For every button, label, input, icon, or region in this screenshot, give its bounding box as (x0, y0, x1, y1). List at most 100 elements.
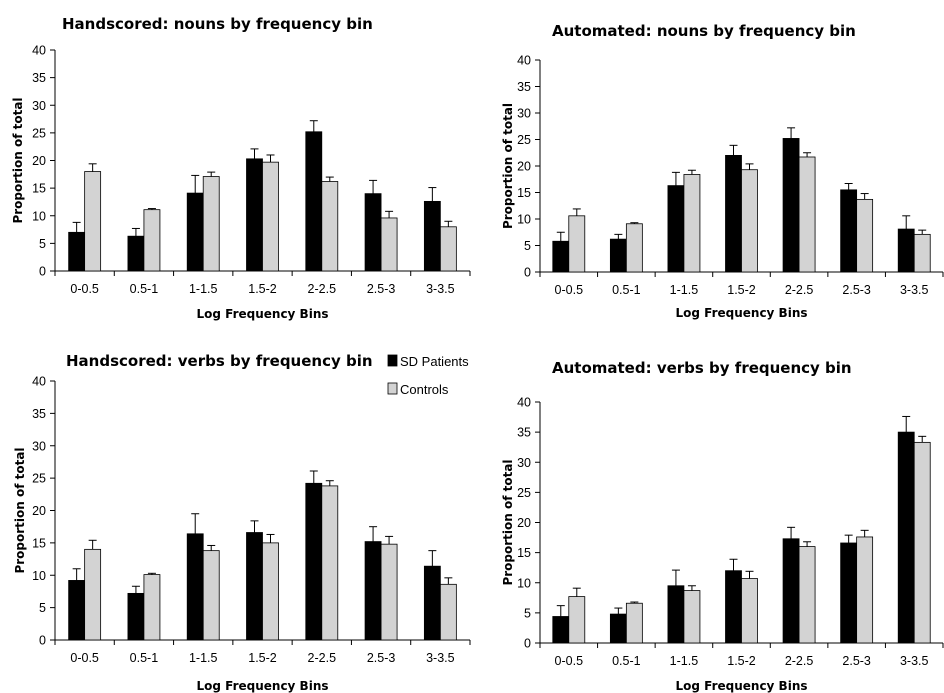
y-tick-label: 40 (517, 396, 531, 410)
bar-controls (741, 578, 758, 644)
bar-sd-patients (782, 538, 800, 644)
x-tick-label: 0-0.5 (70, 651, 99, 665)
x-axis-label: Log Frequency Bins (675, 306, 807, 320)
bar-sd-patients (552, 240, 570, 273)
bar-controls (568, 215, 586, 273)
bar-controls (143, 209, 161, 272)
bar-sd-patients (127, 235, 145, 272)
y-tick-label: 20 (32, 154, 46, 168)
y-tick-label: 15 (32, 182, 46, 196)
bar-sd-patients (725, 570, 742, 644)
y-tick-label: 30 (32, 439, 46, 453)
y-tick-label: 25 (517, 133, 531, 147)
y-axis-label: Proportion of total (501, 103, 515, 229)
bar-controls (568, 596, 586, 644)
y-tick-label: 10 (32, 569, 46, 583)
bar-sd-patients (609, 238, 627, 273)
bar-controls (84, 171, 102, 272)
legend-label-controls: Controls (400, 382, 449, 397)
y-tick-label: 0 (39, 265, 46, 279)
y-tick-label: 10 (517, 213, 531, 227)
y-tick-label: 25 (32, 126, 46, 140)
bar-controls (683, 590, 701, 644)
y-tick-label: 20 (517, 516, 531, 530)
bar-sd-patients (840, 542, 858, 644)
y-tick-label: 0 (524, 266, 531, 280)
bar-controls (84, 548, 102, 641)
bar-controls (439, 583, 457, 641)
x-tick-label: 2.5-3 (842, 283, 871, 297)
y-tick-label: 15 (517, 186, 531, 200)
x-tick-label: 2.5-3 (367, 651, 396, 665)
bar-controls (321, 485, 339, 641)
bar-sd-patients (609, 613, 627, 644)
bar-sd-patients (423, 565, 441, 641)
bar-sd-patients (725, 154, 742, 273)
bar-controls (202, 176, 220, 272)
y-tick-label: 20 (517, 160, 531, 174)
x-tick-label: 1-1.5 (189, 651, 218, 665)
bar-controls (856, 536, 874, 644)
x-tick-label: 3-3.5 (900, 283, 929, 297)
bar-controls (683, 174, 701, 273)
x-axis-label: Log Frequency Bins (196, 307, 328, 321)
bar-sd-patients (782, 138, 800, 273)
legend: SD Patients Controls (387, 354, 469, 397)
chart-title: Handscored: verbs by frequency bin (66, 352, 373, 370)
bar-sd-patients (423, 200, 441, 272)
legend-label-sd-patients: SD Patients (400, 354, 469, 369)
bar-sd-patients (840, 189, 858, 273)
x-axis-label: Log Frequency Bins (196, 679, 328, 693)
x-tick-label: 0.5-1 (130, 282, 159, 296)
chart-title: Automated: nouns by frequency bin (552, 22, 856, 40)
bar-sd-patients (897, 431, 915, 644)
y-tick-label: 25 (517, 486, 531, 500)
x-tick-label: 2-2.5 (308, 651, 337, 665)
y-tick-label: 10 (517, 576, 531, 590)
x-tick-label: 1.5-2 (727, 283, 756, 297)
y-tick-label: 0 (39, 634, 46, 648)
x-tick-label: 2-2.5 (308, 282, 337, 296)
chart-1: Handscored: nouns by frequency bin 0 5 10 15… (11, 15, 471, 321)
bar-sd-patients (305, 482, 323, 641)
x-tick-label: 0.5-1 (612, 654, 641, 668)
legend-swatch-sd-patients (387, 354, 398, 367)
legend-swatch-controls (387, 382, 398, 395)
bar-sd-patients (68, 580, 86, 641)
bar-controls (913, 441, 931, 644)
y-tick-label: 5 (524, 606, 531, 620)
y-tick-label: 40 (517, 54, 531, 68)
y-tick-label: 20 (32, 504, 46, 518)
y-tick-label: 30 (517, 107, 531, 121)
chart-3: Handscored: verbs by frequency bin 0 5 10 15… (13, 352, 471, 693)
x-tick-label: 0.5-1 (130, 651, 159, 665)
x-tick-label: 2.5-3 (367, 282, 396, 296)
bar-sd-patients (552, 616, 570, 644)
y-tick-label: 5 (39, 601, 46, 615)
y-tick-label: 35 (517, 80, 531, 94)
y-axis-label: Proportion of total (501, 459, 515, 585)
bar-sd-patients (667, 185, 685, 273)
y-tick-label: 30 (32, 99, 46, 113)
x-tick-label: 1.5-2 (248, 651, 277, 665)
bar-sd-patients (667, 585, 685, 644)
bar-controls (798, 546, 816, 644)
bar-sd-patients (246, 532, 263, 641)
y-tick-label: 5 (524, 239, 531, 253)
x-tick-label: 3-3.5 (900, 654, 929, 668)
bar-sd-patients (246, 158, 263, 272)
y-tick-label: 35 (517, 426, 531, 440)
chart-4: Automated: verbs by frequency bin 0 5 10 15 2… (501, 359, 944, 693)
bar-controls (625, 223, 643, 273)
x-tick-label: 3-3.5 (426, 282, 455, 296)
x-tick-label: 0-0.5 (555, 654, 584, 668)
x-tick-label: 1-1.5 (670, 654, 699, 668)
bar-controls (262, 542, 279, 641)
bar-sd-patients (364, 541, 382, 641)
bar-sd-patients (305, 131, 323, 272)
bar-controls (143, 574, 161, 641)
x-tick-label: 1.5-2 (727, 654, 756, 668)
x-axis-label: Log Frequency Bins (675, 679, 807, 693)
x-tick-label: 1-1.5 (670, 283, 699, 297)
